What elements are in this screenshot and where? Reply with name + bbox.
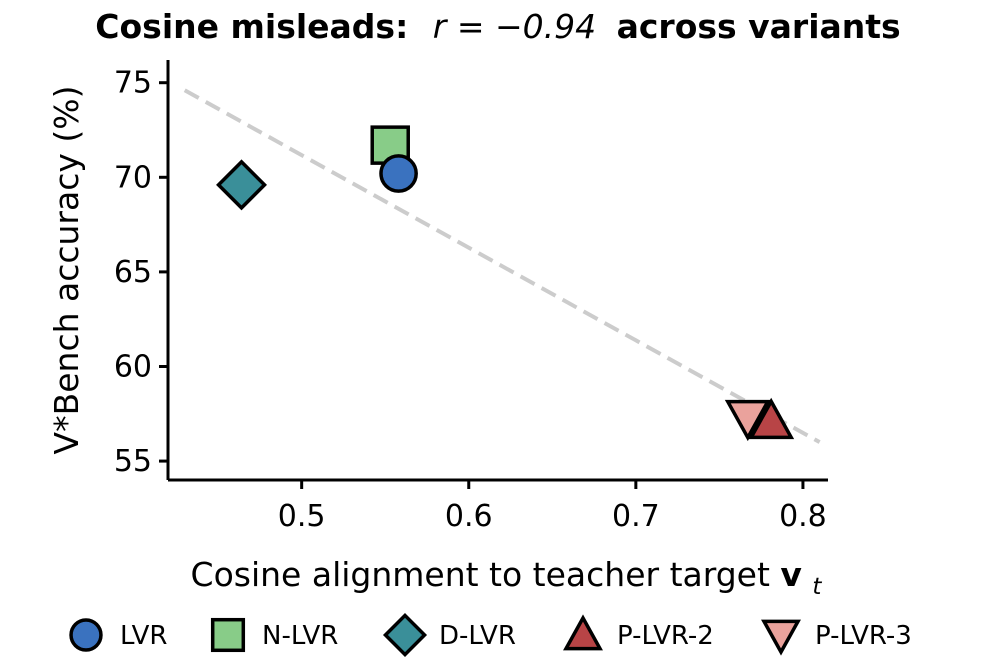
x-tick-label: 0.8 <box>779 499 827 534</box>
legend-label-p-lvr-3: P-LVR-3 <box>815 621 912 651</box>
x-tick-label: 0.6 <box>445 499 493 534</box>
x-axis-label-vector: v <box>780 555 802 594</box>
y-tick-label: 60 <box>114 349 152 384</box>
title-suffix: across variants <box>617 7 901 46</box>
legend-label-n-lvr: N-LVR <box>262 621 338 651</box>
legend: LVR N-LVR D-LVR P-LVR-2 P-LVR-3 <box>69 612 912 658</box>
title-math: r = −0.94 <box>433 7 596 46</box>
plot-area: 55 60 65 70 75 0.5 0.6 0.7 0.8 <box>114 60 828 534</box>
data-point-d-lvr <box>216 159 267 211</box>
legend-marker-n-lvr <box>210 617 246 653</box>
y-tick-label: 75 <box>114 66 152 101</box>
y-tick-label: 65 <box>114 255 152 290</box>
x-axis-label-text: Cosine alignment to teacher target <box>191 555 781 594</box>
y-tick-label: 70 <box>114 160 152 195</box>
x-axis-label-subscript: t <box>812 574 822 600</box>
legend-marker-d-lvr <box>382 612 428 658</box>
legend-label-d-lvr: D-LVR <box>439 621 516 651</box>
data-point-p-lvr-3 <box>724 399 771 442</box>
legend-marker-p-lvr-2 <box>563 614 603 651</box>
x-tick-label: 0.5 <box>278 499 326 534</box>
y-axis-label: V*Bench accuracy (%) <box>47 86 86 455</box>
legend-marker-lvr <box>69 618 103 652</box>
legend-label-p-lvr-2: P-LVR-2 <box>617 621 714 651</box>
data-point-lvr <box>379 154 418 193</box>
legend-label-lvr: LVR <box>120 621 167 651</box>
data-point-p-lvr-2 <box>748 397 795 440</box>
title-prefix: Cosine misleads: <box>95 7 408 46</box>
chart-title: Cosine misleads: r = −0.94 across varian… <box>95 7 900 46</box>
legend-marker-p-lvr-3 <box>761 619 801 656</box>
y-tick-label: 55 <box>114 444 152 479</box>
x-axis-label: Cosine alignment to teacher target v t <box>191 555 823 600</box>
trend-line <box>183 88 821 444</box>
x-tick-label: 0.7 <box>612 499 660 534</box>
